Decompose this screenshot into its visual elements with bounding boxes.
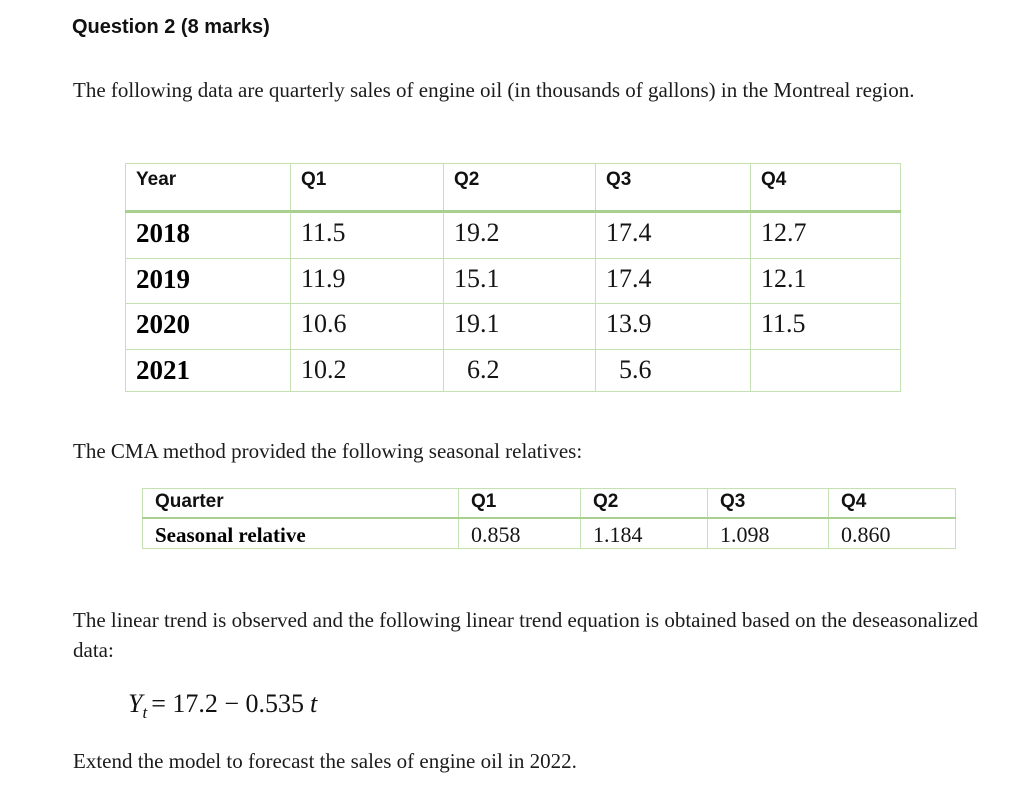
- table-row: Seasonal relative 0.858 1.184 1.098 0.86…: [142, 517, 956, 549]
- sales-table-header: Year Q1 Q2 Q3 Q4: [125, 163, 901, 213]
- equation-body: = 17.2 − 0.535: [151, 689, 305, 718]
- value-cell: 19.1: [443, 303, 596, 350]
- header-row: Quarter Q1 Q2 Q3 Q4: [142, 488, 956, 519]
- seasonal-header-q3: Q3: [707, 488, 829, 519]
- seasonal-table: Quarter Q1 Q2 Q3 Q4 Seasonal relative 0.…: [142, 488, 956, 549]
- value-cell: 12.1: [750, 258, 901, 304]
- value-cell: 15.1: [443, 258, 596, 304]
- seasonal-label: Seasonal relative: [142, 517, 459, 549]
- equation-lhs: Y: [128, 689, 143, 718]
- value-cell: 11.5: [290, 211, 444, 259]
- table-row: 2021 10.2 6.2 5.6: [125, 349, 901, 392]
- year-cell: 2018: [125, 211, 291, 259]
- trend-equation: Yt = 17.2 − 0.535 t: [128, 689, 317, 728]
- column-header-q4: Q4: [750, 163, 901, 213]
- value-cell: 11.5: [750, 303, 901, 350]
- equation-subscript: t: [142, 703, 148, 722]
- question-heading: Question 2 (8 marks): [72, 16, 270, 38]
- year-cell: 2021: [125, 349, 291, 392]
- seasonal-header-q2: Q2: [580, 488, 708, 519]
- equation-variable: t: [310, 689, 318, 718]
- value-cell: 10.6: [290, 303, 444, 350]
- value-cell: 12.7: [750, 211, 901, 259]
- seasonal-value: 1.184: [580, 517, 708, 549]
- value-cell: 17.4: [595, 258, 751, 304]
- seasonal-header-q1: Q1: [458, 488, 581, 519]
- seasonal-header-quarter: Quarter: [142, 488, 459, 519]
- value-cell: 10.2: [290, 349, 444, 392]
- outro-paragraph: Extend the model to forecast the sales o…: [73, 749, 577, 773]
- intro-paragraph: The following data are quarterly sales o…: [73, 78, 915, 102]
- value-cell: [750, 349, 901, 392]
- trend-paragraph: The linear trend is observed and the fol…: [73, 608, 979, 662]
- column-header-q2: Q2: [443, 163, 596, 213]
- table-row: 2020 10.6 19.1 13.9 11.5: [125, 303, 901, 350]
- value-cell: 19.2: [443, 211, 596, 259]
- column-header-q1: Q1: [290, 163, 444, 213]
- value-cell: 13.9: [595, 303, 751, 350]
- column-header-year: Year: [125, 163, 291, 213]
- seasonal-value: 0.860: [828, 517, 956, 549]
- column-header-q3: Q3: [595, 163, 751, 213]
- sales-table: Year Q1 Q2 Q3 Q4 2018 11.5 19.2 17.4 12.…: [125, 163, 901, 392]
- header-row: Year Q1 Q2 Q3 Q4: [125, 163, 901, 213]
- year-cell: 2020: [125, 303, 291, 350]
- value-cell: 11.9: [290, 258, 444, 304]
- value-cell: 17.4: [595, 211, 751, 259]
- value-cell: 6.2: [443, 349, 596, 392]
- seasonal-table-header: Quarter Q1 Q2 Q3 Q4: [142, 488, 956, 519]
- year-cell: 2019: [125, 258, 291, 304]
- seasonal-value: 1.098: [707, 517, 829, 549]
- cma-paragraph: The CMA method provided the following se…: [73, 439, 583, 463]
- seasonal-header-q4: Q4: [828, 488, 956, 519]
- table-row: 2018 11.5 19.2 17.4 12.7: [125, 211, 901, 259]
- seasonal-value: 0.858: [458, 517, 581, 549]
- table-row: 2019 11.9 15.1 17.4 12.1: [125, 258, 901, 304]
- value-cell: 5.6: [595, 349, 751, 392]
